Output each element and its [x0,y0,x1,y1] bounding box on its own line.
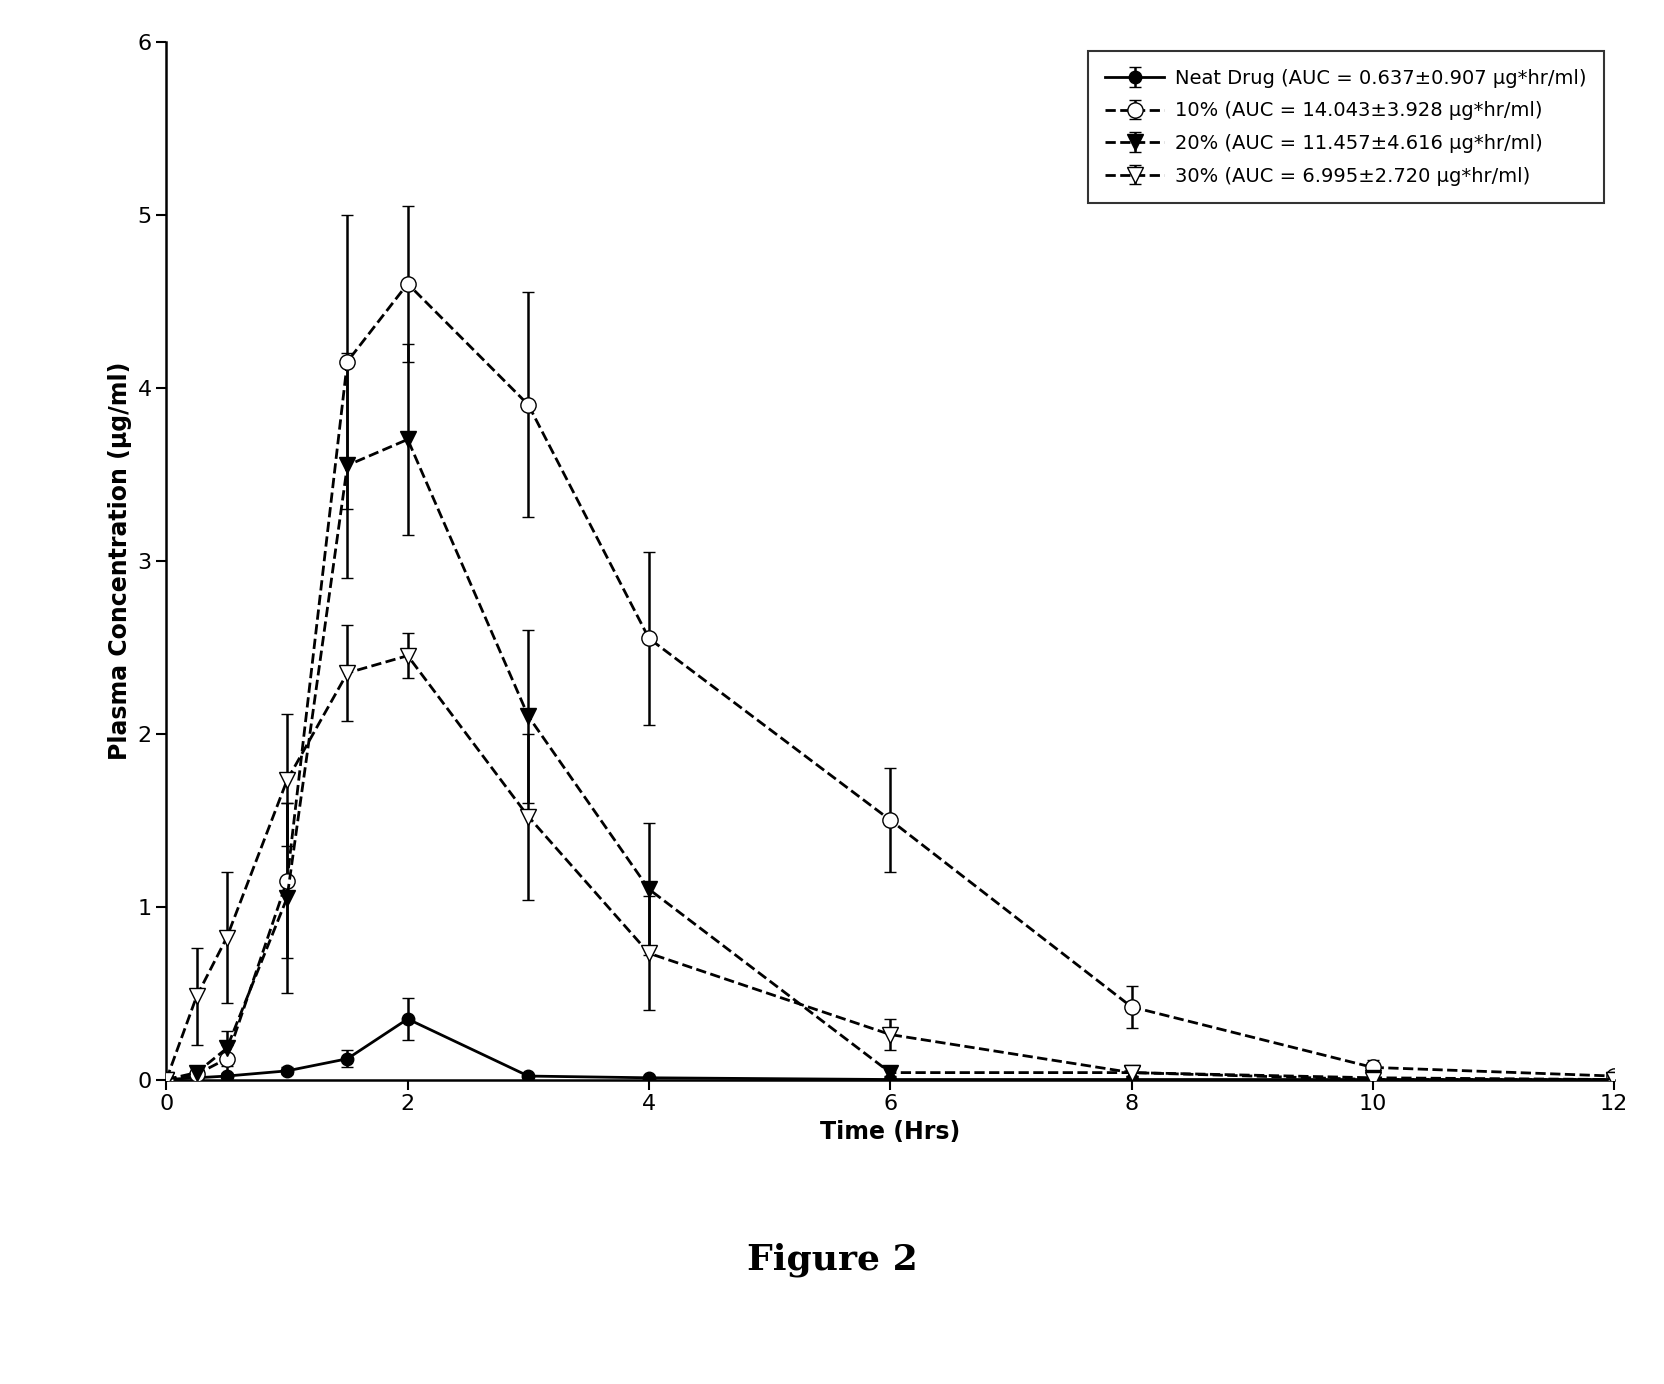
Legend: Neat Drug (AUC = 0.637±0.907 μg*hr/ml), 10% (AUC = 14.043±3.928 μg*hr/ml), 20% (: Neat Drug (AUC = 0.637±0.907 μg*hr/ml), … [1088,51,1604,203]
X-axis label: Time (Hrs): Time (Hrs) [820,1120,960,1143]
Y-axis label: Plasma Concentration (μg/ml): Plasma Concentration (μg/ml) [108,361,131,760]
Text: Figure 2: Figure 2 [747,1243,917,1276]
